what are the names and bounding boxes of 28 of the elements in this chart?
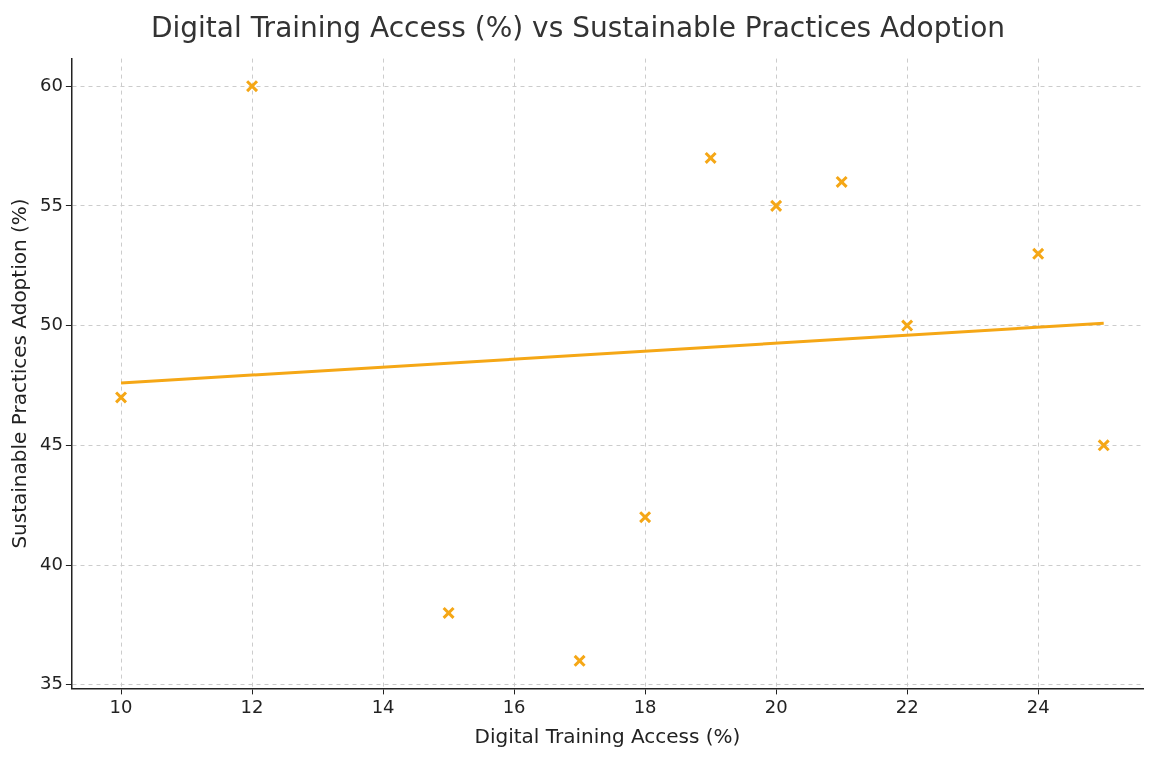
x-tick-label: 18 (633, 695, 657, 717)
point (1097, 438, 1111, 452)
y-tick-label: 55 (40, 193, 63, 215)
point (638, 510, 652, 524)
point (769, 199, 783, 213)
y-tick-label: 40 (40, 552, 63, 574)
point (114, 391, 128, 404)
x-tick-label: 10 (109, 695, 133, 717)
x-tick-label: 24 (1026, 695, 1050, 717)
point (900, 319, 914, 333)
chart-title: Digital Training Access (%) vs Sustainable Practices Adoption (150, 11, 1006, 45)
x-tick-label: 16 (502, 695, 526, 717)
y-axis-title: Sustainable Practices Adoption (%) (7, 198, 32, 549)
x-tick-label: 22 (895, 695, 919, 717)
y-tick-label: 60 (40, 73, 63, 95)
y-tick-label: 45 (40, 433, 63, 455)
point (442, 606, 456, 620)
y-tick-label: 50 (40, 313, 63, 335)
x-tick-label: 12 (240, 695, 264, 717)
x-tick-label: 14 (371, 695, 395, 717)
x-axis-title: Digital Training Access (%) (474, 724, 741, 749)
x-tick-label: 20 (764, 695, 788, 717)
point (835, 175, 849, 189)
point (573, 654, 587, 668)
point (704, 151, 718, 165)
point (245, 79, 259, 93)
y-tick-label: 35 (40, 672, 63, 694)
point (1031, 247, 1045, 261)
